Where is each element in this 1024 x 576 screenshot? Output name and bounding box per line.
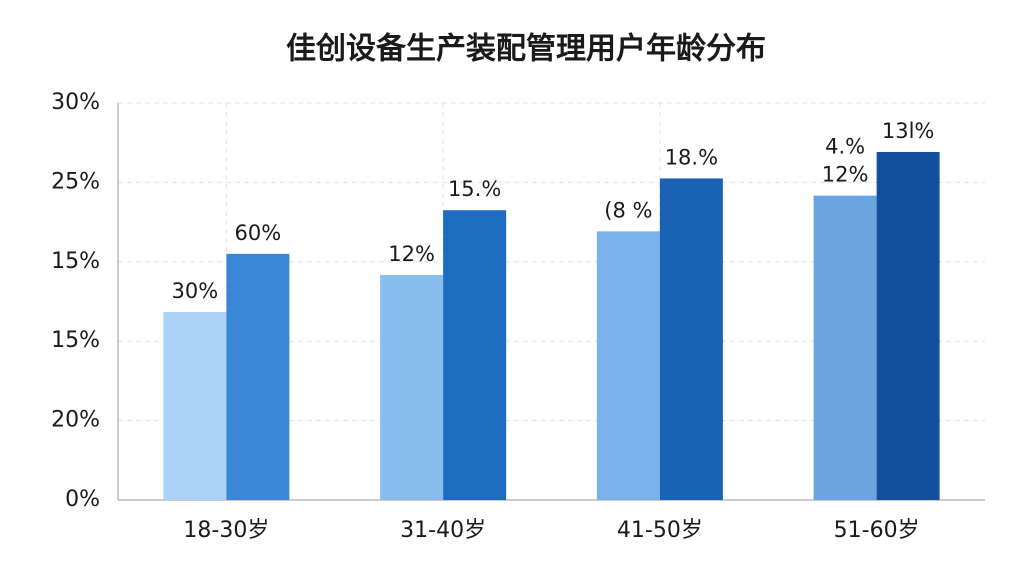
value-label: 30% [172,279,219,303]
value-label: (8 % [604,198,652,222]
x-tick-label: 51-60岁 [834,518,920,543]
x-tick-label: 18-30岁 [183,518,269,543]
bar [380,275,444,500]
bar [813,195,877,500]
y-tick-label: 0% [65,487,100,512]
value-label: 12% [388,242,435,266]
x-tick-label: 31-40岁 [400,518,486,543]
value-label: 15.% [448,177,501,201]
y-tick-label: 30% [51,90,100,115]
y-tick-label: 15% [51,249,100,274]
y-tick-label: 15% [51,328,100,353]
bar [226,253,290,500]
bar [163,312,227,500]
bar [443,210,507,500]
bar [596,231,660,500]
bar [659,178,723,500]
bar [876,151,940,501]
value-label: 60% [235,221,282,245]
chart-title: 佳创设备生产装配管理用户年龄分布 [286,32,766,67]
x-tick-label: 41-50岁 [617,518,703,543]
y-tick-label: 25% [51,169,100,194]
value-label: 12% [822,163,869,187]
value-label: 13l% [882,119,935,143]
value-label: 18.% [665,145,718,169]
annotation: 4.% [825,135,865,159]
y-tick-label: 20% [51,408,100,433]
